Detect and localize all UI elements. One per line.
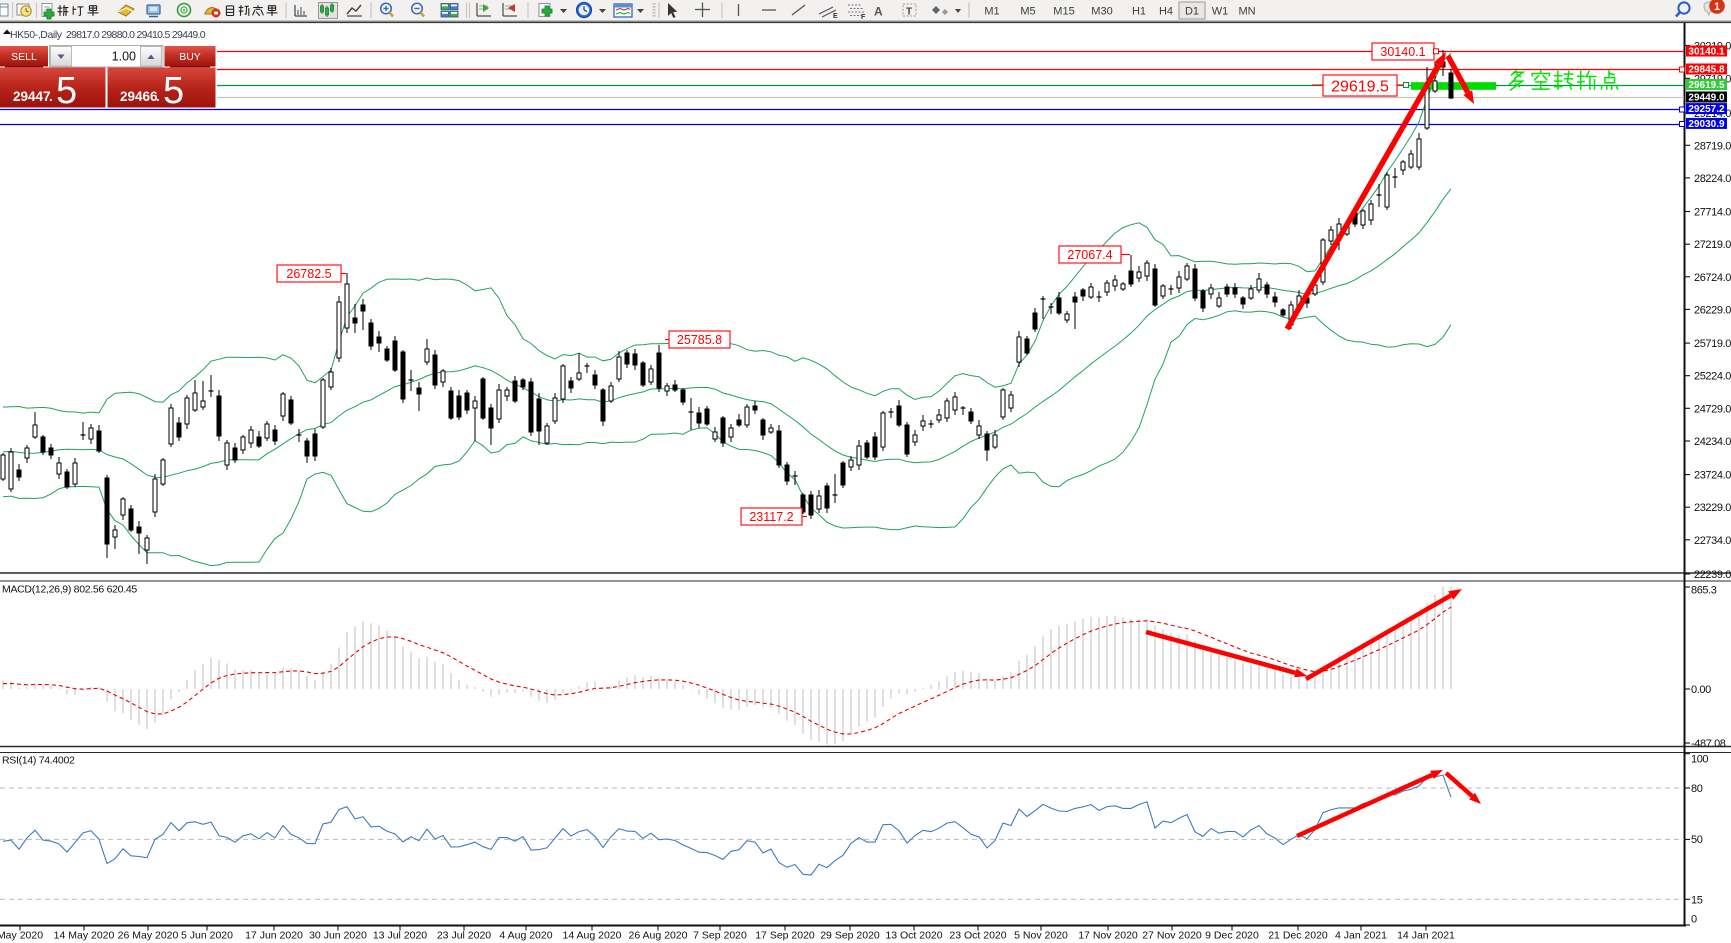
svg-text:MACD(12,26,9) 802.56 620.45: MACD(12,26,9) 802.56 620.45: [2, 584, 137, 596]
svg-text:7 Sep 2020: 7 Sep 2020: [693, 930, 747, 942]
svg-text:25224.0: 25224.0: [1694, 371, 1731, 383]
svg-text:23724.0: 23724.0: [1694, 470, 1731, 482]
svg-text:5: 5: [163, 70, 184, 112]
svg-text:H4: H4: [1159, 6, 1173, 18]
svg-text:0: 0: [1691, 914, 1697, 926]
svg-text:28224.0: 28224.0: [1694, 173, 1731, 185]
svg-text:F: F: [861, 14, 866, 21]
svg-text:5: 5: [56, 70, 77, 112]
svg-text:26229.0: 26229.0: [1694, 304, 1731, 316]
svg-text:30 Jun 2020: 30 Jun 2020: [309, 930, 367, 942]
svg-text:29 Sep 2020: 29 Sep 2020: [820, 930, 880, 942]
svg-text:29619.5: 29619.5: [1331, 78, 1389, 95]
svg-text:27219.0: 27219.0: [1694, 239, 1731, 251]
svg-text:27714.0: 27714.0: [1694, 207, 1731, 219]
svg-text:865.3: 865.3: [1691, 585, 1717, 597]
svg-text:29030.9: 29030.9: [1688, 119, 1725, 130]
svg-text:4 Jan 2021: 4 Jan 2021: [1335, 930, 1387, 942]
svg-text:BUY: BUY: [179, 51, 201, 63]
svg-text:24234.0: 24234.0: [1694, 436, 1731, 448]
svg-text:26 Aug 2020: 26 Aug 2020: [629, 930, 688, 942]
svg-text:23 Oct 2020: 23 Oct 2020: [949, 930, 1006, 942]
svg-text:25785.8: 25785.8: [677, 333, 722, 347]
svg-text:-487.08: -487.08: [1691, 738, 1726, 750]
svg-text:17 Nov 2020: 17 Nov 2020: [1078, 930, 1138, 942]
svg-text:M5: M5: [1020, 6, 1035, 18]
svg-text:13 Jul 2020: 13 Jul 2020: [373, 930, 427, 942]
svg-text:M30: M30: [1091, 6, 1112, 18]
svg-text:17 Sep 2020: 17 Sep 2020: [755, 930, 815, 942]
svg-text:13 Oct 2020: 13 Oct 2020: [885, 930, 942, 942]
svg-text:D1: D1: [1185, 6, 1199, 18]
svg-text:15: 15: [1691, 894, 1703, 906]
svg-text:9 Dec 2020: 9 Dec 2020: [1205, 930, 1259, 942]
svg-text:27 Nov 2020: 27 Nov 2020: [1142, 930, 1202, 942]
svg-text:E: E: [833, 13, 838, 20]
svg-text:.: .: [156, 89, 160, 104]
svg-text:14 Jan 2021: 14 Jan 2021: [1397, 930, 1455, 942]
svg-text:5 Jun 2020: 5 Jun 2020: [181, 930, 233, 942]
svg-text:26782.5: 26782.5: [286, 267, 331, 281]
svg-text:RSI(14) 74.4002: RSI(14) 74.4002: [2, 755, 75, 767]
svg-text:29845.8: 29845.8: [1688, 65, 1725, 76]
svg-text:100: 100: [1691, 754, 1708, 766]
svg-text:H1: H1: [1132, 6, 1146, 18]
svg-text:80: 80: [1691, 783, 1703, 795]
svg-text:M15: M15: [1053, 6, 1074, 18]
svg-text:.: .: [49, 89, 53, 104]
svg-text:A: A: [874, 5, 883, 19]
svg-text:22734.0: 22734.0: [1694, 535, 1731, 547]
svg-text:1: 1: [1714, 1, 1720, 13]
svg-text:29466: 29466: [120, 89, 158, 104]
svg-text:29449.0: 29449.0: [1688, 93, 1725, 104]
svg-text:30140.1: 30140.1: [1380, 45, 1425, 59]
svg-text:29817.0 29880.0 29410.5 29449.: 29817.0 29880.0 29410.5 29449.0: [66, 29, 206, 41]
svg-text:21 Dec 2020: 21 Dec 2020: [1268, 930, 1328, 942]
svg-text:T: T: [906, 7, 912, 18]
svg-text:May 2020: May 2020: [0, 930, 43, 942]
svg-text:17 Jun 2020: 17 Jun 2020: [245, 930, 303, 942]
svg-text:29257.2: 29257.2: [1688, 104, 1725, 115]
svg-text:29619.5: 29619.5: [1688, 80, 1725, 91]
svg-text:23117.2: 23117.2: [749, 510, 793, 524]
svg-text:W1: W1: [1212, 6, 1229, 18]
svg-text:5 Nov 2020: 5 Nov 2020: [1014, 930, 1068, 942]
svg-text:26 May 2020: 26 May 2020: [118, 930, 179, 942]
svg-text:14 May 2020: 14 May 2020: [54, 930, 115, 942]
svg-text:HK50-,Daily: HK50-,Daily: [10, 29, 63, 41]
svg-text:1.00: 1.00: [112, 50, 136, 64]
svg-text:30140.1: 30140.1: [1688, 47, 1725, 58]
svg-text:4 Aug 2020: 4 Aug 2020: [499, 930, 552, 942]
svg-text:14 Aug 2020: 14 Aug 2020: [563, 930, 622, 942]
svg-text:27067.4: 27067.4: [1067, 248, 1112, 262]
svg-text:23229.0: 23229.0: [1694, 502, 1731, 514]
svg-text:22239.0: 22239.0: [1694, 569, 1731, 581]
svg-text:26724.0: 26724.0: [1694, 272, 1731, 284]
svg-text:23 Jul 2020: 23 Jul 2020: [437, 930, 491, 942]
svg-text:29447: 29447: [13, 89, 51, 104]
svg-text:M1: M1: [984, 6, 999, 18]
svg-text:28719.0: 28719.0: [1694, 140, 1731, 152]
svg-text:MN: MN: [1238, 6, 1255, 18]
svg-text:0.00: 0.00: [1691, 684, 1711, 696]
svg-text:SELL: SELL: [11, 51, 37, 63]
svg-text:25719.0: 25719.0: [1694, 338, 1731, 350]
svg-text:24729.0: 24729.0: [1694, 403, 1731, 415]
svg-text:50: 50: [1691, 834, 1703, 846]
